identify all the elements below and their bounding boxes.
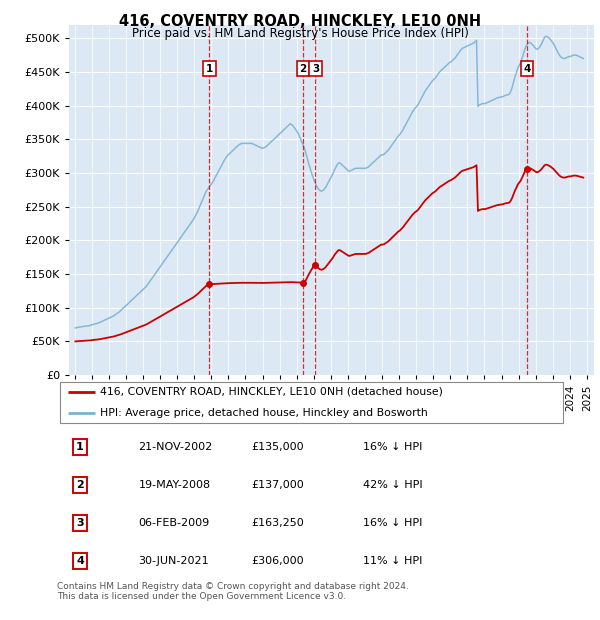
Text: 16% ↓ HPI: 16% ↓ HPI — [363, 442, 422, 452]
Text: 42% ↓ HPI: 42% ↓ HPI — [363, 480, 422, 490]
Text: 3: 3 — [76, 518, 84, 528]
FancyBboxPatch shape — [59, 382, 563, 423]
Text: 416, COVENTRY ROAD, HINCKLEY, LE10 0NH: 416, COVENTRY ROAD, HINCKLEY, LE10 0NH — [119, 14, 481, 29]
Text: 2: 2 — [76, 480, 84, 490]
Text: 4: 4 — [76, 556, 84, 565]
Text: Price paid vs. HM Land Registry's House Price Index (HPI): Price paid vs. HM Land Registry's House … — [131, 27, 469, 40]
Text: 2: 2 — [299, 64, 307, 74]
Text: 1: 1 — [206, 64, 213, 74]
Text: HPI: Average price, detached house, Hinckley and Bosworth: HPI: Average price, detached house, Hinc… — [100, 408, 428, 418]
Text: 21-NOV-2002: 21-NOV-2002 — [139, 442, 213, 452]
Text: 19-MAY-2008: 19-MAY-2008 — [139, 480, 211, 490]
Text: 416, COVENTRY ROAD, HINCKLEY, LE10 0NH (detached house): 416, COVENTRY ROAD, HINCKLEY, LE10 0NH (… — [100, 387, 443, 397]
Text: 06-FEB-2009: 06-FEB-2009 — [139, 518, 210, 528]
Text: 16% ↓ HPI: 16% ↓ HPI — [363, 518, 422, 528]
Text: 1: 1 — [76, 442, 84, 452]
Text: 11% ↓ HPI: 11% ↓ HPI — [363, 556, 422, 565]
Text: £137,000: £137,000 — [251, 480, 304, 490]
Text: 30-JUN-2021: 30-JUN-2021 — [139, 556, 209, 565]
Text: 3: 3 — [312, 64, 319, 74]
Text: £135,000: £135,000 — [251, 442, 304, 452]
Text: 4: 4 — [523, 64, 531, 74]
Text: Contains HM Land Registry data © Crown copyright and database right 2024.
This d: Contains HM Land Registry data © Crown c… — [57, 582, 409, 601]
Text: £163,250: £163,250 — [251, 518, 304, 528]
Text: £306,000: £306,000 — [251, 556, 304, 565]
